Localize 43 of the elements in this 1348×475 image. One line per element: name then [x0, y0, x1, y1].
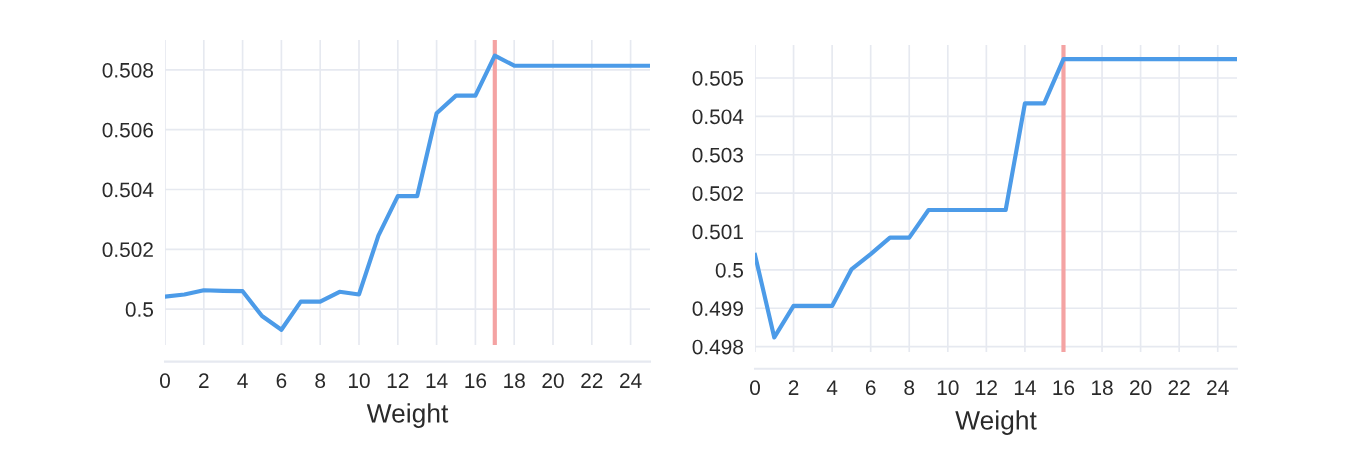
- x-tick-label: 8: [904, 380, 915, 396]
- x-tick-label: 6: [865, 380, 876, 396]
- y-tick-label: 0.503: [692, 147, 743, 163]
- y-tick-label: 0.5: [125, 302, 154, 317]
- y-tick-label: 0.502: [102, 242, 153, 258]
- x-axis-title: Weight: [366, 403, 449, 428]
- y-tick-label: 0.505: [692, 71, 744, 86]
- x-tick-label: 4: [826, 380, 838, 395]
- x-tick-label: 2: [199, 373, 209, 388]
- x-tick-label: 20: [542, 373, 564, 389]
- x-tick-label: 20: [1130, 380, 1152, 396]
- x-tick-label: 22: [1168, 380, 1190, 395]
- y-tick-label: 0.504: [692, 109, 744, 125]
- line-series: [755, 57, 1237, 340]
- x-tick-label: 16: [465, 373, 487, 389]
- x-tick-label: 14: [426, 373, 448, 388]
- x-tick-label: 18: [1092, 380, 1113, 396]
- x-tick-label: 0: [160, 373, 170, 389]
- x-tick-label: 24: [620, 373, 642, 388]
- y-tick-label: 0.502: [692, 186, 743, 201]
- x-tick-label: 12: [976, 380, 997, 395]
- x-tick-label: 4: [237, 373, 248, 388]
- x-tick-label: 18: [504, 373, 525, 389]
- y-tick-label: 0.504: [102, 182, 154, 198]
- y-tick-label: 0.499: [692, 301, 743, 317]
- x-tick-label: 0: [750, 380, 760, 396]
- x-tick-label: 14: [1014, 380, 1036, 395]
- y-tick-label: 0.498: [692, 339, 743, 355]
- x-tick-label: 8: [315, 373, 326, 389]
- y-tick-label: 0.506: [102, 122, 153, 138]
- y-tick-label: 0.5: [715, 262, 744, 278]
- x-axis-title: Weight: [955, 410, 1037, 435]
- x-tick-label: 24: [1207, 380, 1229, 395]
- line-series: [165, 53, 650, 332]
- x-tick-label: 16: [1053, 380, 1075, 396]
- y-tick-label: 0.501: [692, 224, 743, 240]
- x-tick-label: 2: [788, 380, 799, 395]
- x-tick-label: 10: [349, 373, 370, 389]
- y-tick-label: 0.508: [102, 62, 153, 78]
- x-tick-label: 22: [581, 373, 603, 388]
- x-tick-label: 12: [387, 373, 409, 388]
- x-tick-label: 10: [937, 380, 959, 396]
- x-tick-label: 6: [276, 373, 287, 389]
